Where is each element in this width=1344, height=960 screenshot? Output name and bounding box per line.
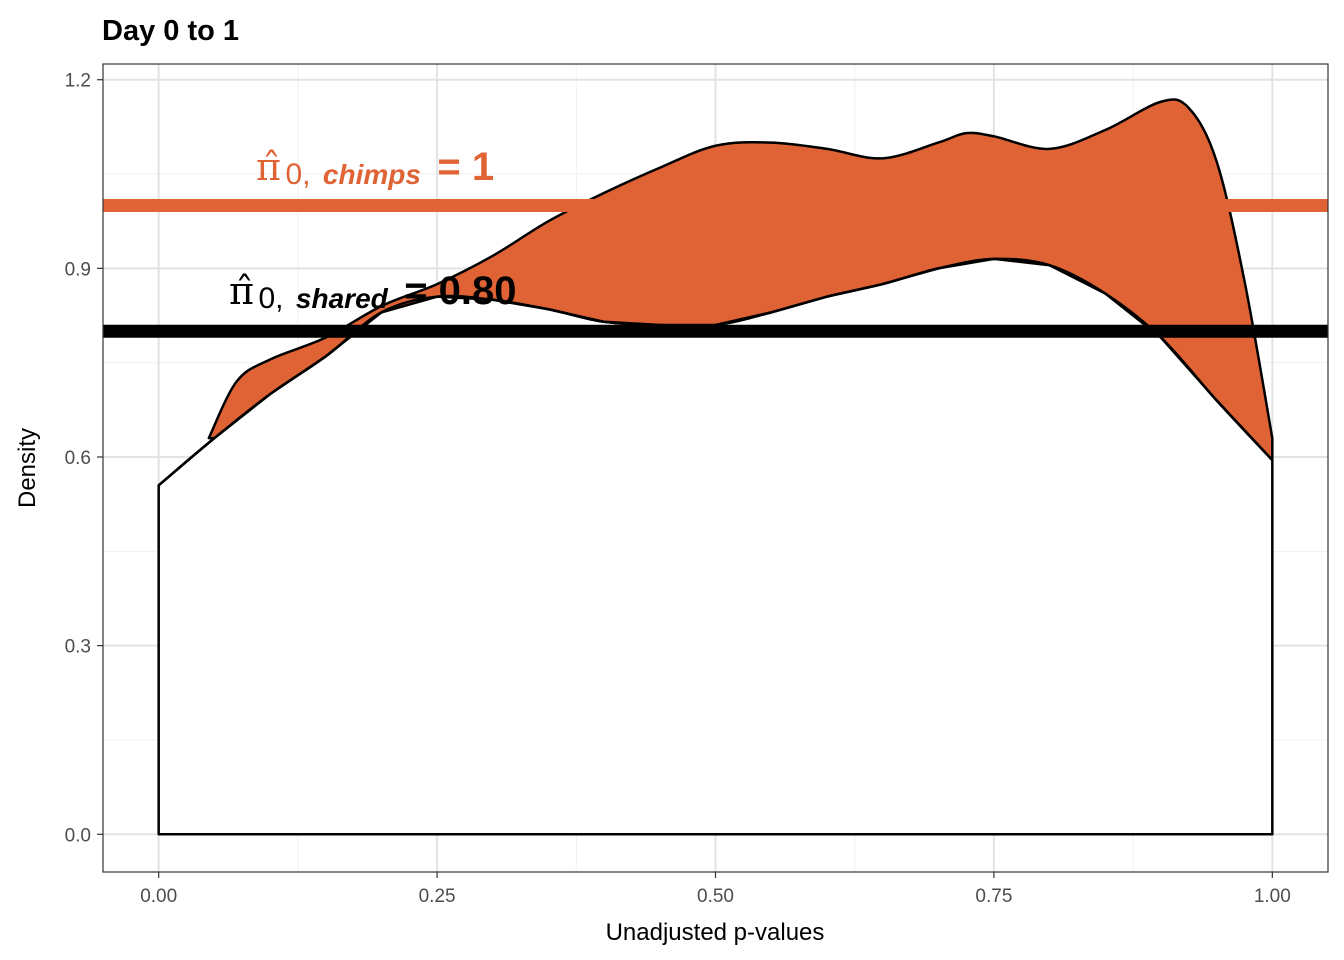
chimps-subscript: 0, [285,158,310,191]
y-axis: 0.0 0.3 0.6 0.9 1.2 [65,71,103,846]
chart-title: Day 0 to 1 [102,15,239,47]
y-tick-label: 0.0 [65,825,91,846]
x-axis: 0.00 0.25 0.50 0.75 1.00 [140,872,1291,907]
shared-pi-symbol: π̂ [229,269,254,313]
chimps-group: chimps [323,159,421,190]
y-axis-title: Density [14,428,41,508]
chimps-pi0-label: π̂ 0, chimps = 1 [256,145,494,191]
y-tick-label: 0.6 [65,448,91,469]
y-tick-label: 1.2 [65,71,91,92]
shared-value: = 0.80 [404,269,516,313]
x-tick-label: 0.75 [975,886,1012,907]
x-tick-label: 0.00 [140,886,177,907]
shared-group: shared [296,283,389,314]
x-tick-label: 1.00 [1254,886,1291,907]
chimps-value: = 1 [437,145,494,189]
x-axis-title: Unadjusted p-values [606,919,825,946]
shared-subscript: 0, [258,282,283,315]
shared-pi0-label: π̂ 0, shared = 0.80 [229,269,517,315]
chimps-pi-symbol: π̂ [256,145,281,189]
x-tick-label: 0.50 [697,886,734,907]
y-tick-label: 0.3 [65,637,91,658]
y-tick-label: 0.9 [65,259,91,280]
x-tick-label: 0.25 [419,886,456,907]
